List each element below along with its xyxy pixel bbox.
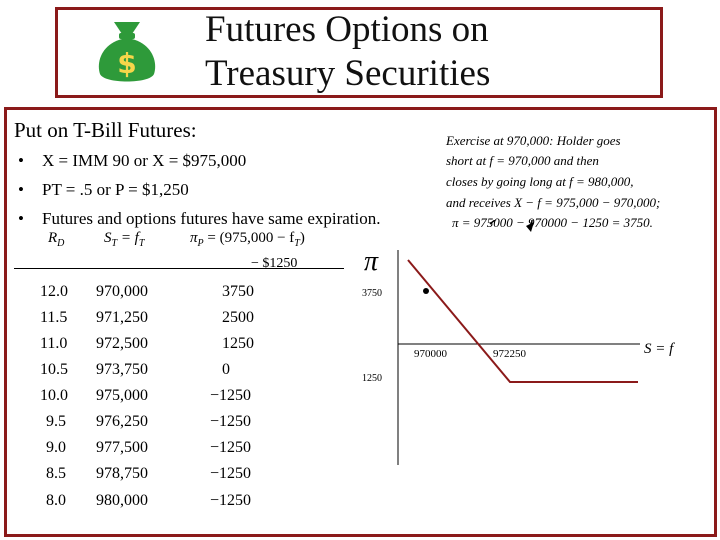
- table-cell: 970,000: [96, 283, 148, 300]
- table-cell: 12.0: [40, 283, 68, 300]
- title-line-2: Treasury Securities: [205, 53, 491, 94]
- table-cell: 9.5: [46, 413, 66, 430]
- table-cell: 976,250: [96, 413, 148, 430]
- table-cell: 972,500: [96, 335, 148, 352]
- payoff-graph: π 3750 1250 970000 972250 S = f: [362, 220, 675, 465]
- table-cell: 11.5: [40, 309, 68, 326]
- table-cell: 1250: [222, 335, 254, 352]
- table-cell: 2500: [222, 309, 254, 326]
- table-cell: 978,750: [96, 465, 148, 482]
- note-line: π = 975000 − 970000 − 1250 = 3750.: [452, 215, 653, 230]
- exercise-point: [423, 288, 429, 294]
- bullet-item: • Futures and options futures have same e…: [18, 209, 381, 228]
- header-pi-minus: − $1250: [251, 256, 298, 271]
- table-cell: 3750: [222, 283, 254, 300]
- table-cell: 971,250: [96, 309, 148, 326]
- note-line: and receives X − f = 975,000 − 970,000;: [446, 195, 661, 210]
- title-line-1: Futures Options on: [205, 9, 489, 50]
- table-cell: 977,500: [96, 439, 148, 456]
- x-axis-label: S = f: [644, 341, 675, 357]
- table-cell: −1250: [210, 413, 252, 430]
- table-cell: 975,000: [96, 387, 148, 404]
- subtitle: Put on T-Bill Futures:: [14, 118, 197, 142]
- y-label-1250: 1250: [362, 373, 382, 384]
- title-frame: [55, 7, 663, 98]
- x-label-972250: 972250: [493, 348, 527, 360]
- bullet-item: • X = IMM 90 or X = $975,000: [18, 151, 247, 170]
- table-divider: [14, 268, 344, 269]
- table-cell: −1250: [210, 387, 252, 404]
- x-label-970000: 970000: [414, 348, 448, 360]
- y-label-3750: 3750: [362, 288, 382, 299]
- table-cell: −1250: [210, 492, 252, 509]
- table-cell: −1250: [210, 465, 252, 482]
- header-rd: RD: [48, 230, 65, 249]
- table-cell: 8.0: [46, 492, 66, 509]
- table-cell: 8.5: [46, 465, 66, 482]
- table-cell: 11.0: [40, 335, 68, 352]
- bullet-item: • PT = .5 or P = $1,250: [18, 180, 189, 199]
- header-st: ST = fT: [104, 230, 145, 249]
- money-bag-icon: $: [98, 22, 156, 82]
- arrow-head: [526, 222, 534, 232]
- note-line: Exercise at 970,000: Holder goes: [446, 133, 621, 148]
- table-cell: 10.0: [40, 387, 68, 404]
- table-cell: 0: [222, 361, 230, 378]
- note-line: closes by going long at f = 980,000,: [446, 174, 634, 189]
- table-cell: 980,000: [96, 492, 148, 509]
- svg-text:$: $: [117, 47, 136, 80]
- note-line: short at f = 970,000 and then: [446, 153, 599, 168]
- table-cell: −1250: [210, 439, 252, 456]
- table-cell: 973,750: [96, 361, 148, 378]
- page-title: Futures Options on Treasury Securities: [205, 8, 490, 96]
- y-axis-symbol: π: [364, 246, 379, 277]
- payoff-line: [407, 259, 638, 383]
- table-cell: 10.5: [40, 361, 68, 378]
- header-pi: πP = (975,000 − fT): [190, 230, 305, 249]
- curved-arrow: [489, 220, 533, 227]
- table-cell: 9.0: [46, 439, 66, 456]
- content-frame: [4, 107, 717, 537]
